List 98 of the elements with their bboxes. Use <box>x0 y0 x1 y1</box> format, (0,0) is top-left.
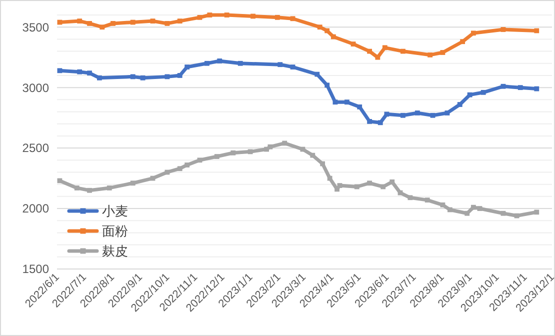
point <box>130 180 136 186</box>
point <box>337 183 342 188</box>
point <box>77 18 82 24</box>
point <box>324 82 330 88</box>
point <box>314 72 320 77</box>
point <box>378 120 383 126</box>
legend-label: 小麦 <box>102 204 128 219</box>
point <box>197 14 202 20</box>
point <box>74 186 80 190</box>
point <box>470 30 476 36</box>
point <box>518 85 523 90</box>
point <box>274 14 280 20</box>
point <box>282 140 288 146</box>
point <box>464 210 470 216</box>
point <box>480 90 486 95</box>
point <box>424 198 430 203</box>
point <box>97 75 102 80</box>
point <box>87 70 92 76</box>
point <box>87 188 92 193</box>
point <box>367 180 372 186</box>
point <box>534 86 540 92</box>
point <box>217 58 222 64</box>
point <box>390 179 395 184</box>
point <box>534 28 540 34</box>
y-tick-label: 3500 <box>22 20 50 34</box>
point <box>357 104 362 110</box>
point <box>268 144 273 150</box>
point <box>447 207 452 212</box>
point <box>130 74 136 80</box>
point <box>317 24 322 30</box>
point <box>204 60 210 66</box>
point <box>140 75 146 80</box>
point <box>440 50 446 55</box>
point <box>57 68 62 74</box>
point <box>500 27 506 32</box>
point <box>77 69 82 74</box>
point <box>470 204 476 210</box>
legend-label: 面粉 <box>102 224 128 239</box>
point <box>224 12 230 18</box>
point <box>367 118 372 124</box>
point <box>367 48 372 54</box>
point <box>177 73 182 78</box>
point <box>477 206 482 211</box>
point <box>310 152 316 158</box>
point <box>150 18 156 24</box>
point <box>330 34 336 40</box>
point <box>400 48 406 54</box>
point <box>375 54 380 60</box>
point <box>197 158 202 163</box>
point <box>300 146 306 152</box>
point <box>100 24 105 30</box>
legend-label: 麸皮 <box>102 244 128 259</box>
point <box>164 74 170 80</box>
point <box>400 112 406 118</box>
point <box>534 210 540 215</box>
point <box>230 150 236 156</box>
point <box>290 16 296 22</box>
point <box>332 100 338 105</box>
point <box>164 21 170 26</box>
point <box>467 92 472 98</box>
point <box>440 202 446 208</box>
point <box>444 110 450 116</box>
point <box>248 149 253 154</box>
point <box>320 161 326 166</box>
point <box>350 42 356 46</box>
point <box>460 39 466 44</box>
y-tick-label: 2000 <box>22 202 50 216</box>
point <box>354 184 360 190</box>
point <box>214 154 220 159</box>
point <box>184 64 190 70</box>
point <box>87 21 92 26</box>
y-tick-label: 2500 <box>22 141 50 156</box>
point <box>457 102 462 107</box>
point <box>238 60 243 66</box>
point <box>250 14 256 19</box>
y-tick-label: 1500 <box>22 262 50 276</box>
point <box>290 64 296 70</box>
point <box>278 62 283 68</box>
point <box>324 28 330 34</box>
point <box>414 110 420 116</box>
point <box>500 210 506 216</box>
point <box>500 84 506 89</box>
point <box>130 20 136 25</box>
point <box>344 100 350 105</box>
point <box>177 18 182 24</box>
point <box>110 21 116 26</box>
y-tick-label: 3000 <box>22 80 50 95</box>
point <box>382 45 388 50</box>
point <box>398 190 403 196</box>
point <box>430 112 436 118</box>
point <box>428 52 433 58</box>
point <box>106 186 112 190</box>
point <box>207 12 212 18</box>
point <box>184 162 190 168</box>
point <box>177 166 182 172</box>
point <box>408 195 413 200</box>
point <box>384 112 390 117</box>
point <box>380 184 386 190</box>
